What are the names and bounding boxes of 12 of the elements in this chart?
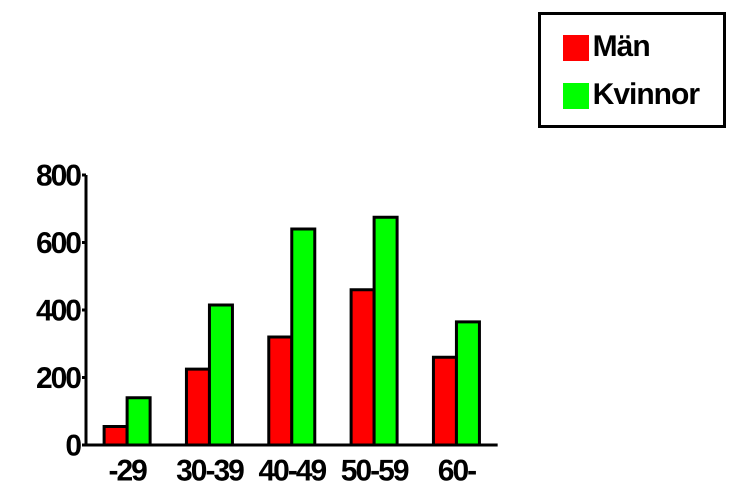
y-tick-label: 0	[65, 430, 82, 463]
legend-label: Kvinnor	[592, 78, 699, 111]
x-tick-label: 40-49	[258, 454, 327, 488]
x-tick-label: 50-59	[340, 454, 409, 488]
y-tick-label: 800	[36, 160, 82, 193]
x-tick-label: 30-39	[176, 454, 244, 488]
x-tick-label: 60-	[438, 454, 476, 488]
y-tick-label: 200	[36, 362, 82, 396]
y-tick-label: 600	[36, 227, 82, 260]
legend-label: Män	[592, 30, 650, 63]
x-tick-label: -29	[108, 454, 148, 488]
y-tick-label: 400	[36, 294, 82, 328]
